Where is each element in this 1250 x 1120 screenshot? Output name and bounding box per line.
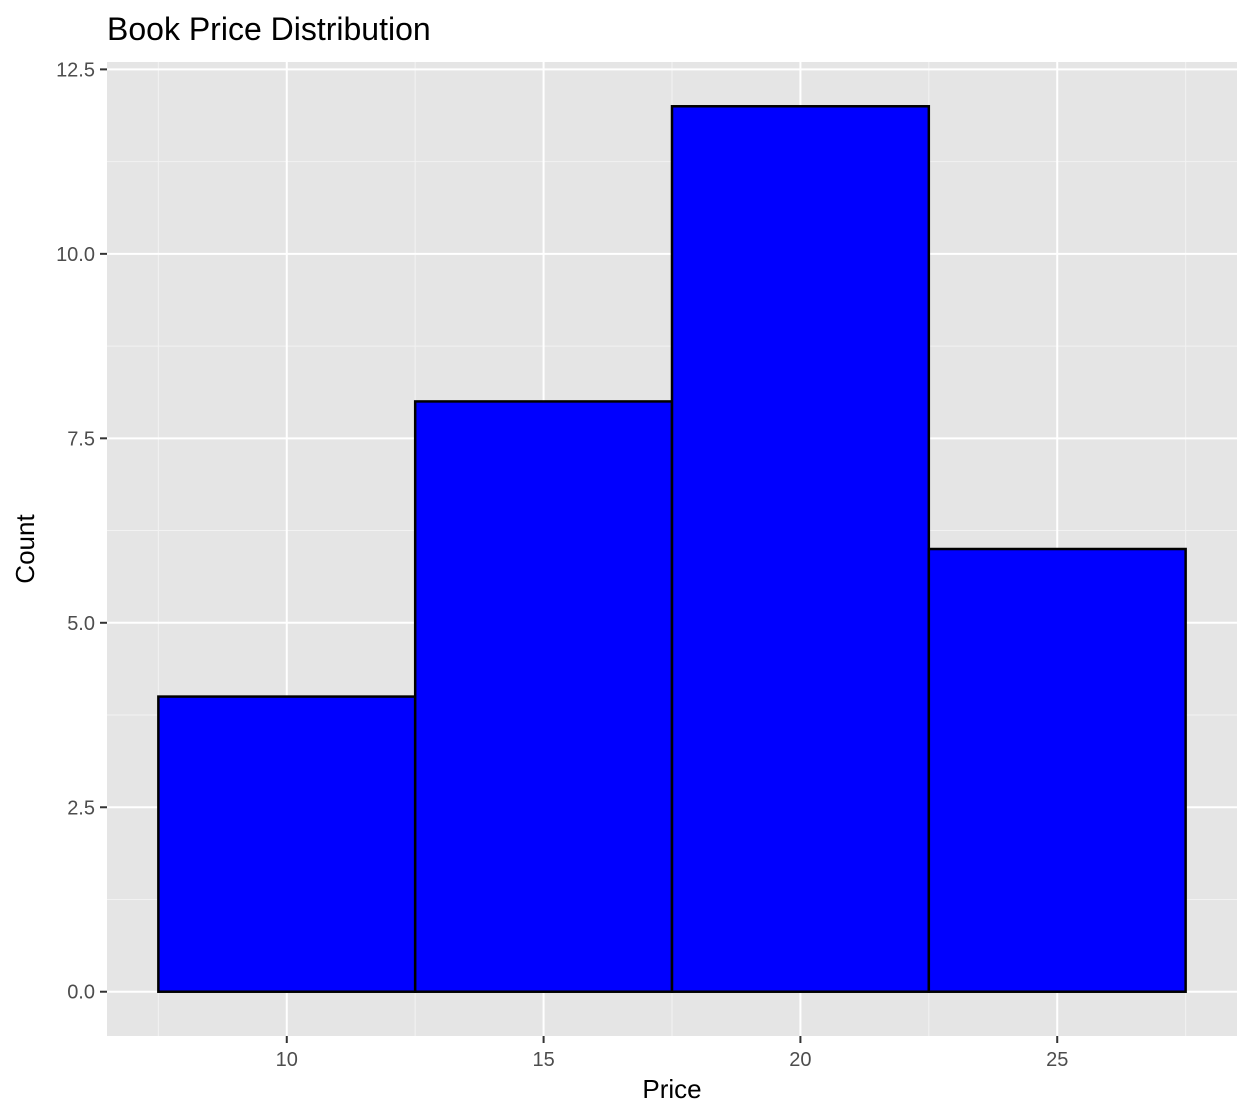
- histogram-bar: [413, 400, 674, 993]
- y-tick-label: 12.5: [56, 59, 95, 81]
- histogram-bar: [927, 547, 1187, 993]
- y-tick-label: 10.0: [56, 244, 95, 266]
- histogram-bar: [157, 695, 417, 993]
- y-tick-label: 7.5: [67, 428, 95, 450]
- x-axis-title: Price: [642, 1074, 701, 1104]
- x-tick-label: 10: [276, 1049, 298, 1071]
- y-axis: 0.0 2.5 5.0 7.5 10.0 12.5: [56, 59, 107, 1004]
- histogram-bars: [157, 105, 1187, 993]
- x-tick-label: 25: [1046, 1049, 1068, 1071]
- y-axis-title: Count: [10, 514, 40, 584]
- chart-title: Book Price Distribution: [107, 11, 431, 47]
- y-tick-label: 5.0: [67, 613, 95, 635]
- y-tick-label: 0.0: [67, 982, 95, 1004]
- histogram-bar: [670, 105, 931, 993]
- x-tick-label: 20: [789, 1049, 811, 1071]
- x-tick-label: 15: [532, 1049, 554, 1071]
- y-tick-label: 2.5: [67, 797, 95, 819]
- x-axis: 10 15 20 25: [276, 1036, 1068, 1071]
